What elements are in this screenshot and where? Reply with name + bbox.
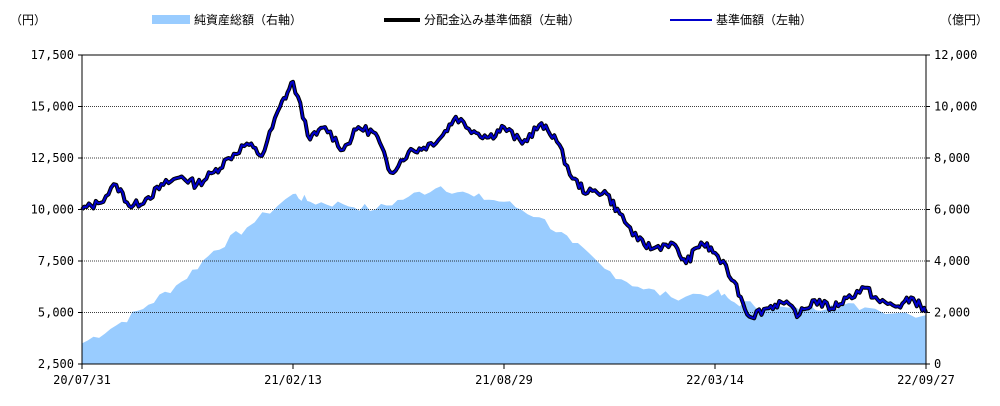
- y-left-tick-label: 15,000: [31, 100, 74, 114]
- y-left-tick-label: 5,000: [38, 306, 74, 320]
- legend-label-nav: 基準価額（左軸）: [716, 12, 812, 27]
- x-tick-label: 22/09/27: [897, 373, 955, 387]
- y-left-tick-label: 17,500: [31, 48, 74, 62]
- x-tick-labels: 20/07/31 21/02/13 21/08/29 22/03/14 22/09/27: [53, 364, 955, 387]
- nav-line: [81, 80, 927, 320]
- y-right-tick-label: 8,000: [934, 151, 970, 165]
- y-right-tick-label: 4,000: [934, 254, 970, 268]
- x-tick-label: 21/02/13: [264, 373, 322, 387]
- x-tick-label: 21/08/29: [475, 373, 533, 387]
- y-left-tick-label: 2,500: [38, 357, 74, 371]
- nav-lines-layer: [80, 79, 928, 321]
- legend-label-net-assets: 純資産総額（右軸）: [194, 12, 302, 27]
- x-tick-label: 22/03/14: [686, 373, 744, 387]
- y-right-tick-label: 6,000: [934, 203, 970, 217]
- y-left-tick-label: 12,500: [31, 151, 74, 165]
- y-right-tick-label: 2,000: [934, 306, 970, 320]
- y-right-tick-label: 0: [934, 357, 941, 371]
- x-tick-label: 20/07/31: [53, 373, 111, 387]
- y-right-tick-label: 10,000: [934, 100, 977, 114]
- legend-swatch-net-assets: [152, 15, 190, 24]
- y-left-tick-label: 10,000: [31, 203, 74, 217]
- y-right-unit: （億円）: [940, 13, 988, 27]
- y-left-tick-label: 7,500: [38, 254, 74, 268]
- y-right-tick-labels: 0 2,000 4,000 6,000 8,000 10,000 12,000: [926, 48, 977, 371]
- y-left-tick-labels: 2,500 5,000 7,500 10,000 12,500 15,000 17,500: [31, 48, 82, 371]
- legend: 純資産総額（右軸） 分配金込み基準価額（左軸） 基準価額（左軸）: [152, 12, 812, 27]
- y-right-tick-label: 12,000: [934, 48, 977, 62]
- grid-layer: [82, 106, 926, 313]
- y-left-unit: （円）: [10, 13, 46, 27]
- legend-label-adjusted-nav: 分配金込み基準価額（左軸）: [424, 12, 580, 27]
- net-assets-area: [82, 186, 926, 364]
- net-assets-area-layer: [82, 186, 926, 364]
